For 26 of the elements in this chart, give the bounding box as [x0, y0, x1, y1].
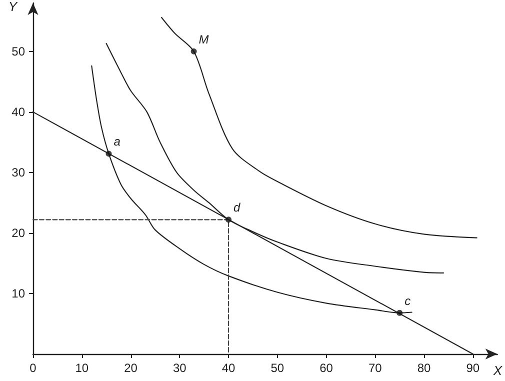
- y-tick-label: 20: [12, 226, 26, 240]
- annotation: c: [404, 294, 411, 308]
- x-tick-label: 70: [368, 361, 382, 375]
- annotation: M: [198, 32, 209, 46]
- x-axis-title: X: [492, 363, 504, 378]
- y-tick-label: 40: [12, 104, 26, 119]
- x-tick-label: 0: [30, 361, 37, 375]
- y-tick-label: 50: [12, 44, 26, 58]
- x-tick-label: 10: [75, 361, 89, 375]
- y-tick-label: 10: [12, 286, 26, 300]
- y-tick-label: 30: [12, 165, 26, 180]
- line-series: [160, 16, 478, 238]
- x-tick-label: 60: [320, 361, 334, 375]
- x-tick-label: 80: [417, 361, 432, 375]
- point: [190, 48, 197, 54]
- x-tick-label: 30: [172, 361, 187, 375]
- x-tick-label: 20: [124, 361, 138, 375]
- point: [396, 310, 403, 316]
- annotation: a: [114, 134, 121, 149]
- x-tick-label: 90: [466, 361, 480, 375]
- x-tick-label: 40: [222, 361, 236, 375]
- point: [106, 150, 112, 157]
- point: [226, 216, 232, 223]
- y-axis-title: Y: [8, 0, 18, 14]
- x-tick-label: 50: [270, 361, 284, 375]
- annotation: d: [234, 200, 241, 215]
